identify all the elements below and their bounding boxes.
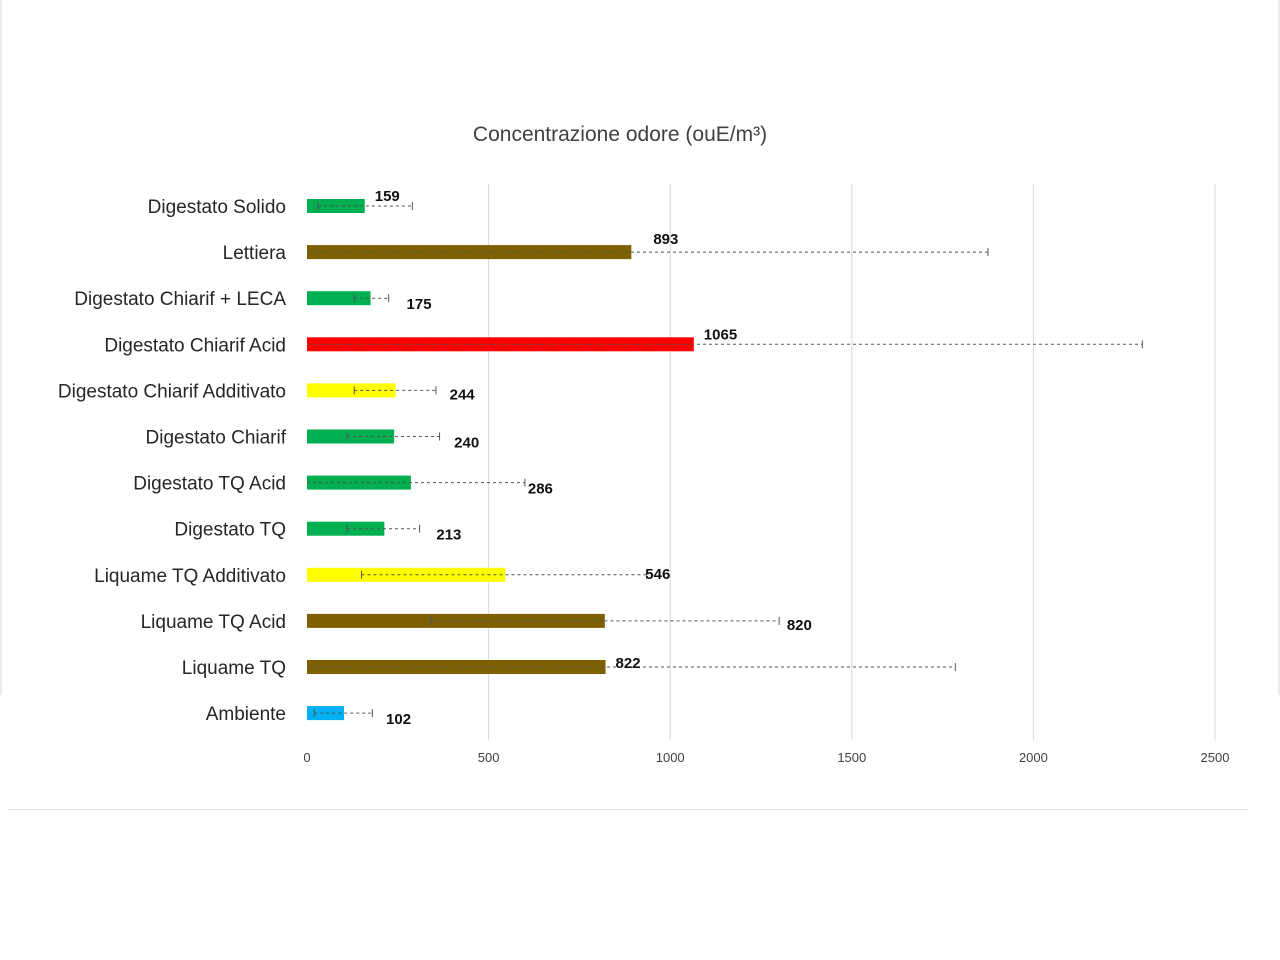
- data-label: 286: [528, 481, 553, 498]
- data-label: 1065: [704, 326, 737, 343]
- x-tick-label: 2000: [1019, 750, 1048, 765]
- bar: [307, 521, 385, 536]
- category-label: Digestato Chiarif Acid: [104, 335, 286, 356]
- error-bars: [307, 202, 1143, 718]
- frame-right-border: [1278, 0, 1280, 695]
- data-labels: 159 893 175 1065 244 240 286 213 546 820 822 102: [375, 188, 812, 728]
- data-label: 175: [407, 296, 432, 313]
- frame-bottom-border: [8, 809, 1248, 810]
- bar: [307, 383, 396, 398]
- category-label: Digestato Chiarif + LECA: [74, 289, 286, 310]
- x-tick-label: 2500: [1201, 750, 1230, 765]
- data-label: 244: [450, 386, 476, 403]
- data-label: 822: [616, 655, 641, 672]
- category-label: Digestato TQ: [174, 520, 286, 541]
- data-label: 546: [645, 566, 670, 583]
- bar: [307, 429, 395, 444]
- category-label: Liquame TQ Additivato: [94, 566, 286, 587]
- bar: [307, 660, 606, 674]
- bar: [307, 475, 411, 490]
- category-label: Digestato Solido: [148, 197, 286, 218]
- x-tick-label: 500: [478, 750, 500, 765]
- category-label: Lettiera: [223, 243, 287, 264]
- data-label: 102: [386, 711, 411, 728]
- data-label: 820: [787, 617, 812, 634]
- bar: [307, 706, 345, 721]
- x-tick-label: 0: [303, 750, 310, 765]
- category-label: Digestato TQ Acid: [133, 474, 286, 495]
- gridlines: [488, 184, 1216, 740]
- data-label: 893: [653, 231, 678, 248]
- bars: [307, 199, 694, 721]
- category-label: Liquame TQ Acid: [141, 612, 286, 633]
- category-label: Liquame TQ: [182, 658, 286, 679]
- category-labels: Digestato Solido Lettiera Digestato Chiari…: [58, 197, 287, 725]
- category-label: Digestato Chiarif Additivato: [58, 381, 286, 402]
- bar: [307, 199, 365, 213]
- x-axis-ticks: 0 500 1000 1500 2000 2500: [303, 750, 1229, 765]
- frame-left-border: [0, 0, 2, 695]
- category-label: Digestato Chiarif: [146, 428, 287, 449]
- data-label: 240: [454, 435, 479, 452]
- x-tick-label: 1000: [656, 750, 685, 765]
- x-tick-label: 1500: [837, 750, 866, 765]
- data-label: 213: [436, 527, 461, 544]
- data-label: 159: [375, 188, 400, 205]
- chart-title: Concentrazione odore (ouE/m³): [473, 123, 767, 146]
- category-label: Ambiente: [206, 704, 286, 725]
